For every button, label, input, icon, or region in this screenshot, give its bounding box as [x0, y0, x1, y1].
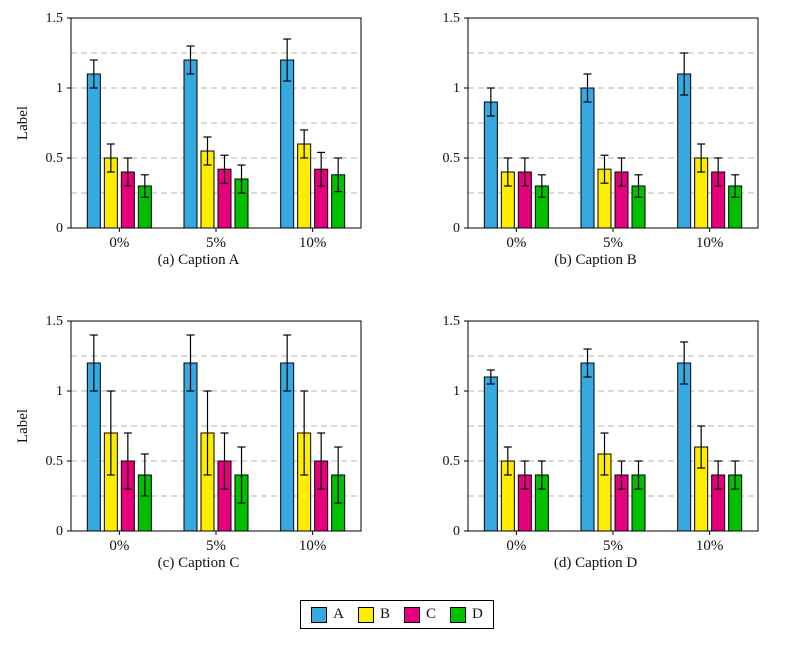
- x-tick-label: 5%: [206, 538, 226, 551]
- chart-cell-c: 0 0.5 1 1.5 0% 5% 10% Label (c) Caption C: [0, 309, 397, 572]
- y-tick-label: 0.5: [45, 454, 63, 469]
- legend-swatch-c: [404, 606, 420, 623]
- axis-ticks: [66, 320, 313, 535]
- y-tick-label: 0.5: [442, 151, 460, 166]
- legend-swatch-d: [450, 606, 467, 623]
- y-tick-label: 1: [453, 384, 460, 399]
- chart-c-plot: 0 0.5 1 1.5 0% 5% 10% Label: [15, 314, 361, 551]
- y-tick-label: 1.5: [45, 314, 63, 329]
- x-tick-label: 0%: [109, 235, 129, 248]
- x-tick-label: 0%: [506, 538, 526, 551]
- error-bars: [89, 334, 342, 504]
- y-tick-label: 0: [453, 221, 460, 236]
- bars: [483, 73, 742, 229]
- y-axis-label: Label: [15, 409, 31, 443]
- error-bars: [486, 341, 739, 490]
- y-tick-label: 1.5: [45, 11, 63, 26]
- chart-cell-b: 0 0.5 1 1.5 0% 5% 10% (b) Caption B: [397, 6, 794, 269]
- bar-a-10%: [676, 362, 691, 532]
- chart-b-plot: 0 0.5 1 1.5 0% 5% 10%: [442, 11, 758, 248]
- legend-label-b: B: [379, 606, 390, 622]
- legend-item-d: D: [450, 606, 483, 623]
- bar-a-10%: [676, 73, 691, 229]
- gridlines: [467, 355, 758, 497]
- y-tick-label: 0.5: [45, 151, 63, 166]
- chart-cell-a: 0 0.5 1 1.5 0% 5% 10% Label (a) Caption A: [0, 6, 397, 269]
- bar-a-0%: [483, 101, 498, 229]
- axis-labels: 0 0.5 1 1.5 0% 5% 10%: [442, 314, 723, 551]
- legend-swatch-b: [357, 606, 374, 623]
- x-tick-label: 5%: [603, 235, 623, 248]
- x-tick-label: 10%: [298, 538, 326, 551]
- bar-a-5%: [580, 87, 594, 229]
- bar-a-0%: [483, 376, 498, 532]
- chart-c-caption: (c) Caption C: [157, 555, 240, 571]
- y-tick-label: 0: [453, 524, 460, 539]
- axis-ticks: [66, 17, 313, 232]
- bar-a-5%: [580, 362, 594, 532]
- x-tick-label: 5%: [206, 235, 226, 248]
- x-tick-label: 10%: [695, 538, 723, 551]
- legend-swatch-a: [311, 606, 328, 623]
- legend-item-c: C: [404, 606, 436, 623]
- y-tick-label: 1: [56, 81, 63, 96]
- axis-labels: 0 0.5 1 1.5 0% 5% 10%: [45, 11, 326, 248]
- gridlines: [467, 52, 758, 194]
- legend-item-a: A: [311, 606, 344, 623]
- axis-ticks: [463, 320, 710, 535]
- bars: [86, 59, 345, 229]
- bars: [483, 362, 742, 532]
- y-tick-label: 0.5: [442, 454, 460, 469]
- chart-d-plot: 0 0.5 1 1.5 0% 5% 10%: [442, 314, 758, 551]
- axis-ticks: [463, 17, 710, 232]
- x-tick-label: 10%: [298, 235, 326, 248]
- gridlines: [70, 52, 361, 194]
- legend: A B C D: [300, 600, 494, 629]
- y-tick-label: 1.5: [442, 11, 460, 26]
- error-bars: [486, 52, 739, 198]
- bar-a-0%: [86, 73, 101, 229]
- legend-label-a: A: [333, 606, 344, 622]
- bars: [86, 362, 345, 532]
- y-tick-label: 0: [56, 221, 63, 236]
- y-tick-label: 1: [56, 384, 63, 399]
- bar-a-5%: [183, 59, 197, 229]
- chart-b-caption: (b) Caption B: [554, 252, 637, 268]
- x-tick-label: 0%: [109, 538, 129, 551]
- legend-label-c: C: [426, 606, 437, 622]
- chart-a-plot: 0 0.5 1 1.5 0% 5% 10% Label: [15, 11, 361, 248]
- x-tick-label: 10%: [695, 235, 723, 248]
- legend-label-d: D: [472, 606, 483, 622]
- error-bars: [89, 38, 342, 198]
- axis-labels: 0 0.5 1 1.5 0% 5% 10%: [442, 11, 723, 248]
- chart-a-caption: (a) Caption A: [157, 252, 240, 268]
- y-tick-label: 0: [56, 524, 63, 539]
- charts-grid: 0 0.5 1 1.5 0% 5% 10% Label (a) Caption A 0 0.5 1…: [0, 6, 794, 572]
- gridlines: [70, 355, 361, 497]
- y-tick-label: 1.5: [442, 314, 460, 329]
- legend-item-b: B: [357, 606, 390, 623]
- chart-d-caption: (d) Caption D: [553, 555, 638, 571]
- chart-cell-d: 0 0.5 1 1.5 0% 5% 10% (d) Caption D: [397, 309, 794, 572]
- x-tick-label: 0%: [506, 235, 526, 248]
- y-tick-label: 1: [453, 81, 460, 96]
- y-axis-label: Label: [15, 106, 31, 140]
- x-tick-label: 5%: [603, 538, 623, 551]
- axis-labels: 0 0.5 1 1.5 0% 5% 10%: [45, 314, 326, 551]
- bar-a-10%: [279, 59, 294, 229]
